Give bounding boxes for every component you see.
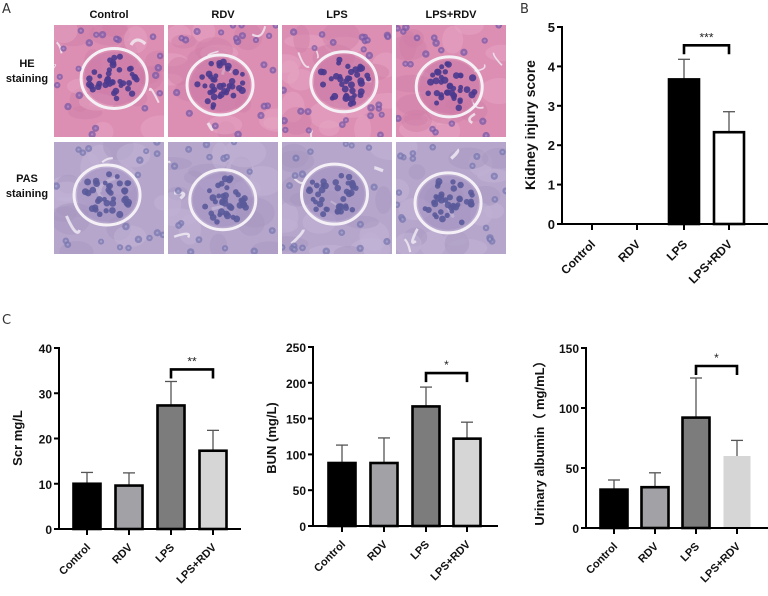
row-label-pas-line1: PAS (16, 173, 38, 185)
y-axis-label: Kidney injury score (522, 60, 538, 190)
y-tick-label: 250 (286, 341, 306, 355)
x-tick-label: LPS+RDV (699, 540, 744, 585)
y-tick-label: 2 (548, 138, 555, 153)
row-label-pas: PAS staining (2, 172, 52, 202)
x-tick-label: LPS+RDV (686, 237, 735, 286)
micrograph-pas-rdv (168, 142, 278, 254)
x-tick-label: RDV (615, 237, 643, 265)
y-tick-label: 150 (286, 413, 306, 427)
x-tick-label: RDV (110, 541, 135, 566)
panel-letter-c: C (2, 313, 12, 328)
column-label-lps: LPS (326, 9, 348, 21)
y-tick-label: 30 (39, 387, 53, 401)
x-tick-label: Control (57, 542, 93, 578)
bar-lps-rdv (452, 437, 482, 528)
row-label-he-line2: staining (5, 73, 49, 85)
y-tick-label: 50 (566, 462, 580, 476)
significance-label: ** (187, 354, 197, 368)
x-tick-label: LPS+RDV (429, 538, 474, 583)
panel-letter-a: A (2, 2, 11, 17)
y-tick-label: 0 (548, 217, 555, 232)
y-tick-label: 50 (293, 484, 307, 498)
x-tick-label: RDV (365, 538, 390, 563)
micrograph-he-rdv (168, 25, 278, 137)
bar-rdv (114, 484, 144, 531)
bar-rdv (369, 461, 399, 528)
micrograph-he-control (54, 25, 164, 137)
y-tick-label: 100 (286, 448, 306, 462)
y-tick-label: 1 (548, 178, 555, 193)
x-tick-label: LPS+RDV (175, 541, 220, 586)
x-tick-label: LPS (153, 542, 177, 566)
row-label-he: HE staining (2, 57, 52, 87)
bar-lps-rdv (712, 130, 746, 226)
bar-lps-rdv (198, 449, 228, 531)
column-label-rdv: RDV (211, 9, 235, 21)
bar-lps-rdv (723, 456, 751, 528)
row-label-he-line1: HE (19, 58, 35, 70)
bar-lps (156, 404, 186, 531)
x-tick-label: Control (312, 539, 348, 575)
bar-lps (681, 416, 711, 530)
y-tick-label: 20 (39, 433, 53, 447)
row-label-pas-line2: staining (5, 188, 49, 200)
y-tick-label: 10 (39, 478, 53, 492)
bar-lps (411, 405, 441, 528)
y-tick-label: 5 (548, 20, 555, 35)
bar-rdv (640, 485, 670, 530)
x-tick-label: LPS (408, 539, 432, 563)
micrograph-he-lps-rdv (396, 25, 506, 137)
micrograph-pas-control (54, 142, 164, 254)
micrograph-pas-lps (282, 142, 392, 254)
y-tick-label: 0 (299, 520, 306, 534)
x-tick-label: Control (558, 237, 598, 277)
significance-label: * (714, 351, 719, 365)
y-tick-label: 40 (39, 342, 53, 356)
x-tick-label: RDV (636, 540, 661, 565)
significance-label: *** (699, 30, 713, 44)
y-tick-label: 100 (559, 402, 579, 416)
y-axis-label: Scr mg/L (10, 410, 25, 466)
significance-bracket (682, 44, 731, 55)
bar-lps (667, 78, 701, 226)
x-tick-label: LPS (678, 541, 702, 565)
y-tick-label: 0 (45, 523, 52, 537)
y-axis-label: Urinary albumin（ mg/mL） (532, 354, 547, 525)
significance-label: * (444, 358, 449, 372)
micrograph-he-lps (282, 25, 392, 137)
bar-control (327, 461, 357, 528)
bar-control (599, 488, 629, 530)
bar-control (72, 482, 102, 531)
x-tick-label: Control (584, 541, 620, 577)
y-axis-label: BUN (mg/L) (264, 402, 279, 474)
x-tick-label: LPS (664, 237, 690, 263)
column-label-lps-rdv: LPS+RDV (425, 9, 477, 21)
column-label-control: Control (89, 9, 129, 21)
y-tick-label: 3 (548, 99, 555, 114)
significance-bracket (694, 364, 739, 375)
y-tick-label: 0 (572, 522, 579, 536)
significance-bracket (169, 368, 215, 379)
significance-bracket (424, 371, 469, 383)
panel-letter-b: B (520, 2, 529, 17)
micrograph-pas-lps-rdv (396, 142, 506, 254)
y-tick-label: 200 (286, 377, 306, 391)
y-tick-label: 150 (559, 342, 579, 356)
y-tick-label: 4 (548, 59, 556, 74)
